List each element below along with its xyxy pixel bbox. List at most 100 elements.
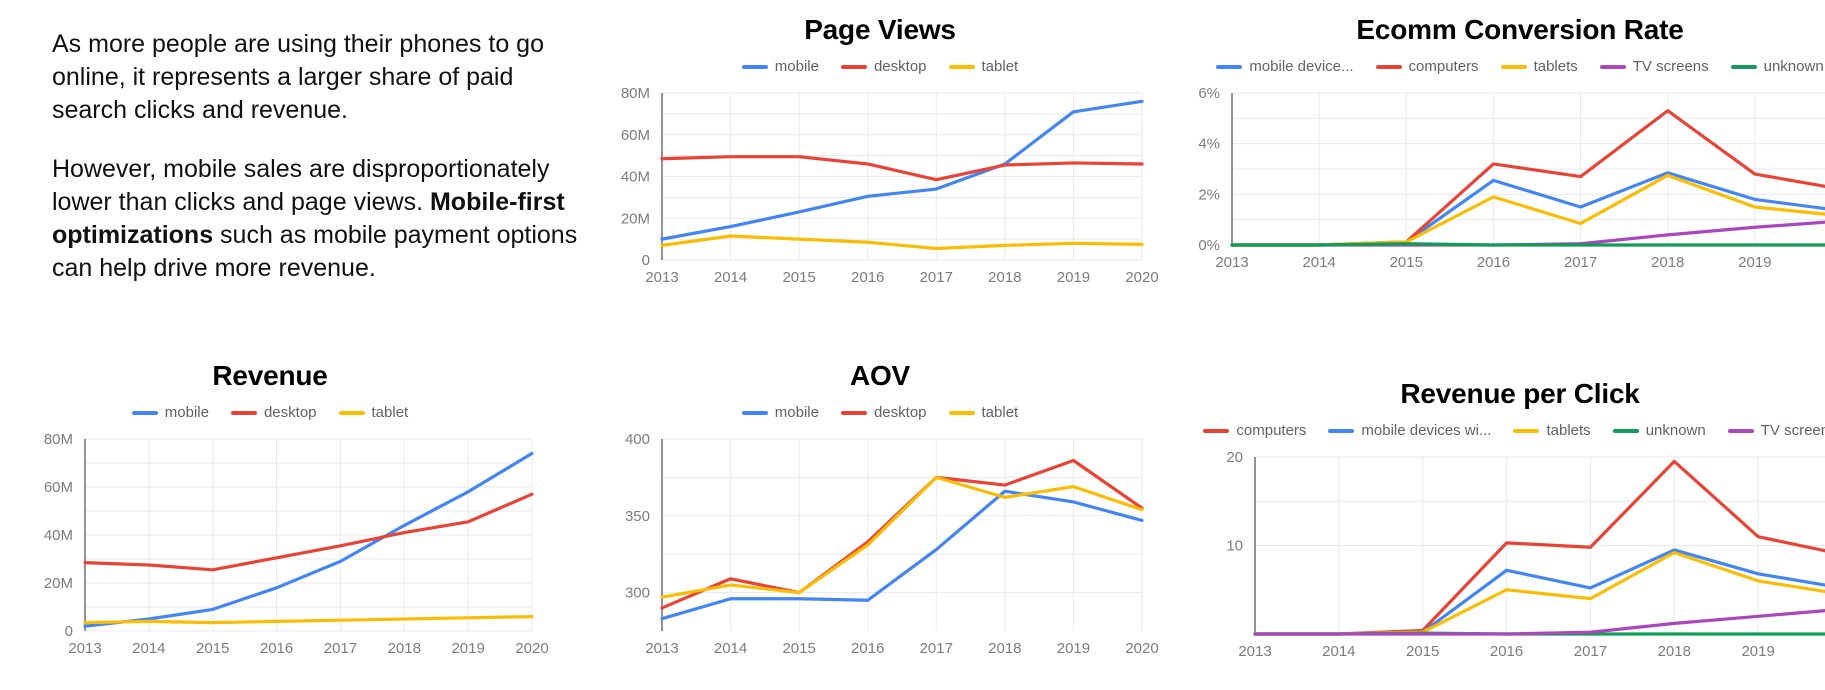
chart-page-views[interactable]: Page Views mobile desktop tablet 80M 60M 40M 20… bbox=[600, 14, 1160, 314]
x-axis-tick-label: 2017 bbox=[324, 640, 357, 657]
legend-label: mobile devices wi... bbox=[1361, 422, 1492, 439]
legend-swatch-icon bbox=[741, 64, 768, 69]
series-line-desktop bbox=[83, 492, 534, 572]
y-axis-tick-label: 80M bbox=[621, 85, 650, 102]
y-axis-tick-label: 300 bbox=[625, 585, 650, 602]
x-axis-tick-label: 2020 bbox=[515, 640, 548, 657]
y-axis-tick-label: 60M bbox=[44, 479, 73, 496]
legend-item-mobile[interactable]: mobile bbox=[741, 58, 819, 75]
legend-swatch-icon bbox=[948, 410, 975, 415]
legend-item-unknown[interactable]: unknown bbox=[1730, 58, 1824, 75]
y-axis-tick-label: 0 bbox=[642, 252, 650, 269]
chart-title: Revenue bbox=[212, 360, 328, 391]
legend-item-mobile[interactable]: mobile bbox=[741, 404, 819, 421]
chart-legend[interactable]: mobile desktop tablet bbox=[0, 404, 550, 421]
x-axis-tick-label: 2018 bbox=[988, 640, 1021, 657]
legend-item-computers[interactable]: computers bbox=[1375, 58, 1479, 75]
legend-swatch-icon bbox=[1500, 64, 1527, 69]
legend-label: mobile bbox=[774, 404, 819, 421]
x-axis-tick-label: 2017 bbox=[920, 640, 953, 657]
legend-label: tablet bbox=[981, 404, 1019, 421]
legend-label: unknown bbox=[1763, 58, 1824, 75]
legend-swatch-icon bbox=[741, 410, 768, 415]
y-axis-tick-label: 4% bbox=[1198, 136, 1220, 153]
x-axis-tick-label: 2014 bbox=[1322, 643, 1355, 660]
y-axis-tick-label: 20M bbox=[44, 575, 73, 592]
x-axis-tick-label: 2015 bbox=[1390, 254, 1423, 271]
legend-item-tablet[interactable]: tablet bbox=[948, 404, 1019, 421]
x-axis-tick-label: 2017 bbox=[920, 269, 953, 286]
y-axis-tick-label: 350 bbox=[625, 508, 650, 525]
x-axis-tick-label: 2018 bbox=[388, 640, 421, 657]
legend-item-tablets[interactable]: tablets bbox=[1513, 422, 1591, 439]
legend-item-tv-screens[interactable]: TV screens bbox=[1727, 422, 1825, 439]
chart-legend[interactable]: mobile desktop tablet bbox=[600, 58, 1160, 75]
x-axis-tick-label: 2013 bbox=[68, 640, 101, 657]
legend-item-unknown[interactable]: unknown bbox=[1612, 422, 1706, 439]
x-axis-tick-label: 2018 bbox=[1651, 254, 1684, 271]
series-line-mobile bbox=[660, 489, 1144, 621]
y-axis-tick-label: 0 bbox=[65, 623, 73, 640]
legend-label: tablet bbox=[981, 58, 1019, 75]
legend-item-tablets[interactable]: tablets bbox=[1500, 58, 1578, 75]
x-axis-tick-label: 2016 bbox=[260, 640, 293, 657]
legend-item-desktop[interactable]: desktop bbox=[230, 404, 317, 421]
legend-swatch-icon bbox=[1727, 428, 1754, 433]
plot-wrapper: 400 350 300 2013 2014 2015 2016 2017 2018 2019 202… bbox=[600, 431, 1160, 661]
y-axis-tick-label: 0% bbox=[1198, 237, 1220, 254]
legend-label: tablets bbox=[1546, 422, 1591, 439]
chart-title: Revenue per Click bbox=[1400, 378, 1640, 409]
x-axis-tick-label: 2014 bbox=[132, 640, 165, 657]
legend-swatch-icon bbox=[131, 410, 158, 415]
legend-item-computers[interactable]: computers bbox=[1203, 422, 1306, 439]
legend-swatch-icon bbox=[1375, 64, 1402, 69]
legend-item-tv-screens[interactable]: TV screens bbox=[1599, 58, 1709, 75]
chart-revenue-per-click[interactable]: Revenue per Click computers mobile devices… bbox=[1180, 378, 1825, 690]
legend-item-mobile[interactable]: mobile bbox=[131, 404, 209, 421]
series-line-tablets bbox=[1230, 173, 1825, 247]
x-axis-tick-label: 2019 bbox=[1057, 640, 1090, 657]
legend-swatch-icon bbox=[1328, 428, 1355, 433]
y-axis-tick-label: 10 bbox=[1226, 538, 1243, 555]
legend-item-desktop[interactable]: desktop bbox=[840, 58, 927, 75]
chart-legend[interactable]: mobile desktop tablet bbox=[600, 404, 1160, 421]
x-axis-tick-label: 2014 bbox=[714, 269, 747, 286]
chart-ecomm-conversion-rate[interactable]: Ecomm Conversion Rate mobile device... com… bbox=[1180, 14, 1825, 314]
chart-revenue[interactable]: Revenue mobile desktop tablet 80M 60M 40M 20M 0 2… bbox=[0, 360, 550, 690]
legend-swatch-icon bbox=[1612, 428, 1639, 433]
x-axis-tick-label: 2014 bbox=[1302, 254, 1335, 271]
y-axis-tick-label: 20M bbox=[621, 210, 650, 227]
narrative-paragraph-2: However, mobile sales are disproportiona… bbox=[52, 153, 592, 285]
x-axis-tick-label: 2016 bbox=[851, 640, 884, 657]
legend-swatch-icon bbox=[948, 64, 975, 69]
legend-label: mobile device... bbox=[1249, 58, 1354, 75]
x-axis-tick-label: 2018 bbox=[988, 269, 1021, 286]
chart-legend[interactable]: mobile device... computers tablets TV scree… bbox=[1180, 58, 1825, 75]
legend-item-tablet[interactable]: tablet bbox=[948, 58, 1019, 75]
legend-swatch-icon bbox=[1599, 64, 1626, 69]
legend-item-mobile-devices-wi[interactable]: mobile devices wi... bbox=[1328, 422, 1491, 439]
x-axis-tick-label: 2017 bbox=[1574, 643, 1607, 660]
chart-title: Page Views bbox=[804, 14, 956, 45]
x-axis-tick-label: 2019 bbox=[1738, 254, 1771, 271]
legend-label: TV screens bbox=[1760, 422, 1825, 439]
narrative-p2-lead: However, mobile sales are disproportiona… bbox=[52, 155, 550, 216]
legend-item-tablet[interactable]: tablet bbox=[338, 404, 409, 421]
x-axis-tick-label: 2019 bbox=[1057, 269, 1090, 286]
legend-label: tablet bbox=[371, 404, 409, 421]
chart-legend[interactable]: computers mobile devices wi... tablets unkn… bbox=[1180, 422, 1825, 439]
legend-label: desktop bbox=[263, 404, 317, 421]
x-axis-tick-label: 2015 bbox=[782, 640, 815, 657]
legend-item-mobile-device[interactable]: mobile device... bbox=[1216, 58, 1354, 75]
x-axis-tick-label: 2020 bbox=[1125, 269, 1158, 286]
legend-item-desktop[interactable]: desktop bbox=[840, 404, 927, 421]
plot-wrapper: 201020132014201520162017201820192020 bbox=[1180, 449, 1825, 664]
x-axis-tick-label: 2016 bbox=[851, 269, 884, 286]
legend-label: mobile bbox=[164, 404, 209, 421]
legend-swatch-icon bbox=[1513, 428, 1540, 433]
chart-aov[interactable]: AOV mobile desktop tablet 400 350 300 2013 2014 2… bbox=[600, 360, 1160, 690]
x-axis-tick-label: 2020 bbox=[1125, 640, 1158, 657]
